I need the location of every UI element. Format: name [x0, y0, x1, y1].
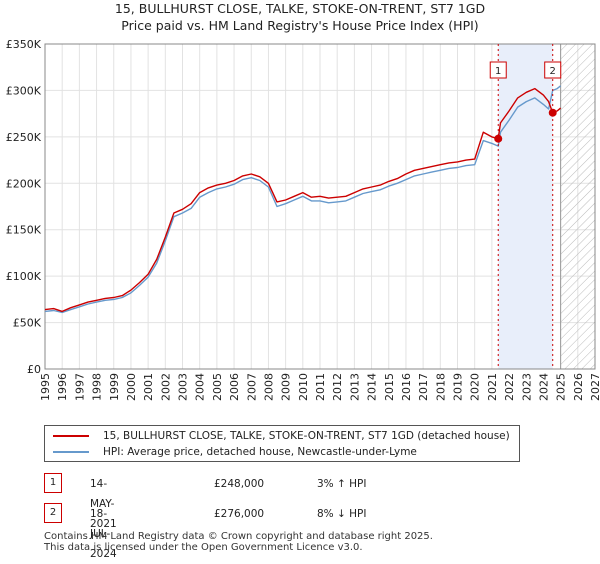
- legend-swatch-hpi: [53, 451, 89, 453]
- legend-item-property: 15, BULLHURST CLOSE, TALKE, STOKE-ON-TRE…: [53, 428, 510, 444]
- transaction-price: £248,000: [214, 478, 265, 490]
- legend-label-hpi: HPI: Average price, detached house, Newc…: [103, 446, 417, 458]
- highlight-regions: [498, 44, 595, 369]
- y-tick-label: £350K: [6, 38, 42, 51]
- x-tick-label: 1998: [91, 373, 104, 401]
- grid: [44, 43, 596, 370]
- x-tick-label: 2008: [262, 373, 275, 401]
- legend-swatch-property: [53, 435, 89, 437]
- y-tick-label: £150K: [6, 224, 42, 237]
- x-tick-label: 2020: [469, 373, 482, 401]
- x-tick-label: 2002: [159, 373, 172, 401]
- x-tick-label: 2023: [520, 373, 533, 401]
- price-chart: £0 £50K £100K £150K £200K £250K £300K £350K 1995…: [6, 38, 600, 401]
- x-tick-label: 2021: [486, 373, 499, 401]
- x-tick-label: 2016: [400, 373, 413, 401]
- x-tick-label: 2010: [297, 373, 310, 401]
- x-tick-label: 2004: [194, 373, 207, 401]
- x-tick-label: 2024: [537, 373, 550, 401]
- y-tick-label: £100K: [6, 270, 42, 283]
- x-tick-label: 2013: [348, 373, 361, 401]
- chart-subtitle: Price paid vs. HM Land Registry's House …: [121, 18, 479, 33]
- legend: 15, BULLHURST CLOSE, TALKE, STOKE-ON-TRE…: [44, 425, 520, 462]
- x-tick-label: 2005: [211, 373, 224, 401]
- x-tick-label: 1997: [73, 373, 86, 401]
- transaction-hpi-change: 3% ↑ HPI: [317, 478, 367, 490]
- annotation-badge: [489, 61, 507, 79]
- x-tick-label: 2001: [142, 373, 155, 401]
- shaded-period: [498, 44, 553, 369]
- y-tick-label: £250K: [6, 131, 42, 144]
- y-tick-label: £0: [27, 363, 41, 376]
- x-tick-label: 1996: [56, 373, 69, 401]
- transaction-hpi-change: 8% ↓ HPI: [317, 508, 367, 520]
- y-tick-label: £200K: [6, 177, 42, 190]
- x-tick-label: 2015: [383, 373, 396, 401]
- hpi-line: [44, 85, 562, 314]
- annotation-label: 2: [550, 66, 556, 77]
- x-tick-label: 2019: [452, 373, 465, 401]
- axes: £0 £50K £100K £150K £200K £250K £300K £350K 1995…: [6, 38, 600, 401]
- x-tick-label: 2007: [245, 373, 258, 401]
- x-tick-label: 2003: [177, 373, 190, 401]
- sale-point-marker: [548, 108, 557, 117]
- y-tick-label: £50K: [13, 317, 42, 330]
- transaction-number-badge: 2: [44, 503, 62, 523]
- x-tick-label: 2025: [555, 373, 568, 401]
- legend-label-property: 15, BULLHURST CLOSE, TALKE, STOKE-ON-TRE…: [103, 430, 510, 442]
- x-tick-label: 2006: [228, 373, 241, 401]
- annotation-label: 1: [495, 66, 501, 77]
- transaction-date: 18-JUL-2024: [90, 508, 117, 560]
- x-tick-label: 2000: [125, 373, 138, 401]
- x-tick-label: 2017: [417, 373, 430, 401]
- x-tick-label: 2014: [366, 373, 379, 401]
- transaction-number-badge: 1: [44, 473, 62, 493]
- x-tick-label: 1995: [39, 373, 52, 401]
- hatched-future-region: [560, 44, 595, 369]
- footer-copyright: Contains HM Land Registry data © Crown c…: [44, 531, 433, 542]
- transaction-date: 14-MAY-2021: [90, 478, 117, 530]
- sale-point-marker: [494, 134, 503, 143]
- x-tick-label: 2011: [314, 373, 327, 401]
- x-tick-label: 1999: [108, 373, 121, 401]
- footer-licence: This data is licensed under the Open Gov…: [44, 542, 363, 553]
- x-tick-label: 2018: [434, 373, 447, 401]
- x-tick-label: 2022: [503, 373, 516, 401]
- x-tick-label: 2027: [589, 373, 600, 401]
- legend-item-hpi: HPI: Average price, detached house, Newc…: [53, 444, 417, 460]
- x-tick-label: 2026: [572, 373, 585, 401]
- x-tick-label: 2012: [331, 373, 344, 401]
- annotation-badge: [544, 61, 562, 79]
- plot-frame: [44, 43, 596, 370]
- x-tick-label: 2009: [280, 373, 293, 401]
- chart-title: 15, BULLHURST CLOSE, TALKE, STOKE-ON-TRE…: [114, 1, 486, 16]
- y-tick-label: £300K: [6, 84, 42, 97]
- transaction-price: £276,000: [214, 508, 265, 520]
